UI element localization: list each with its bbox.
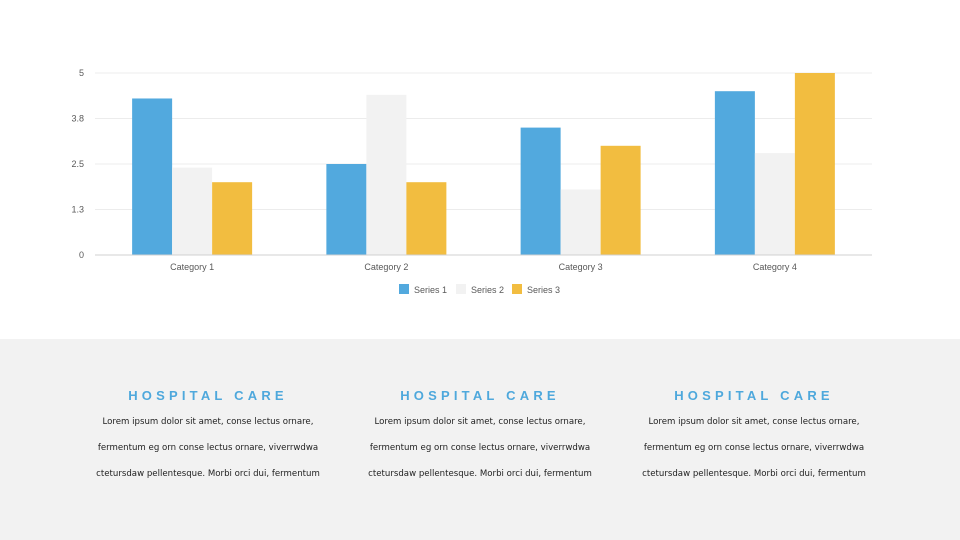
bar-2-1 xyxy=(172,167,213,255)
feature-text: Lorem ipsum dolor sit amet, conse lectus… xyxy=(78,409,338,487)
feature-text: Lorem ipsum dolor sit amet, conse lectus… xyxy=(624,409,884,487)
feature-column-2: HOSPITAL CARE Lorem ipsum dolor sit amet… xyxy=(350,386,610,487)
x-tick-label: Category 2 xyxy=(364,262,408,272)
feature-text-line: Lorem ipsum dolor sit amet, conse lectus… xyxy=(102,417,314,427)
feature-text-line: ctetursdaw pellentesque. Morbi orci dui,… xyxy=(368,469,592,479)
feature-text-line: Lorem ipsum dolor sit amet, conse lectus… xyxy=(374,417,586,427)
bar-2-4 xyxy=(754,153,795,255)
y-axis-ticks: 0 1.3 2.5 3.8 5 xyxy=(71,68,84,260)
feature-text-line: Lorem ipsum dolor sit amet, conse lectus… xyxy=(648,417,860,427)
bar-3-4 xyxy=(794,73,835,255)
feature-title: HOSPITAL CARE xyxy=(128,388,288,403)
x-tick-label: Category 1 xyxy=(170,262,214,272)
legend-swatch xyxy=(456,284,466,294)
bar-2-2 xyxy=(366,94,407,255)
feature-title: HOSPITAL CARE xyxy=(674,388,834,403)
legend-swatch xyxy=(399,284,409,294)
legend-label: Series 1 xyxy=(414,285,447,295)
bar-1-2 xyxy=(326,164,367,255)
bar-1-1 xyxy=(132,98,173,255)
y-tick-label: 1.3 xyxy=(71,205,84,215)
feature-column-3: HOSPITAL CARE Lorem ipsum dolor sit amet… xyxy=(624,386,884,487)
bars xyxy=(132,73,835,255)
y-tick-label: 3.8 xyxy=(71,114,84,124)
features-section xyxy=(0,339,960,540)
feature-column-1: HOSPITAL CARE Lorem ipsum dolor sit amet… xyxy=(78,386,338,487)
legend-swatch xyxy=(512,284,522,294)
bar-chart: 01.32.53.85 Category 1 Category 2 Category… xyxy=(71,68,872,295)
bar-2-3 xyxy=(560,189,601,255)
y-tick-label: 5 xyxy=(79,68,84,78)
feature-text-line: ctetursdaw pellentesque. Morbi orci dui,… xyxy=(96,469,320,479)
feature-text: Lorem ipsum dolor sit amet, conse lectus… xyxy=(350,409,610,487)
bar-1-4 xyxy=(714,91,755,255)
x-tick-label: Category 3 xyxy=(559,262,603,272)
bar-1-3 xyxy=(520,127,561,255)
y-tick-label: 2.5 xyxy=(71,159,84,169)
feature-text-line: fermentum eg orn conse lectus ornare, vi… xyxy=(369,443,591,453)
x-axis-ticks: Category 1 Category 2 Category 3 Category 4 xyxy=(170,262,797,272)
bar-3-2 xyxy=(406,182,447,255)
x-tick-label: Category 4 xyxy=(753,262,797,272)
feature-text-line: fermentum eg orn conse lectus ornare, vi… xyxy=(97,443,319,453)
legend-label: Series 3 xyxy=(527,285,560,295)
feature-text-line: fermentum eg orn conse lectus ornare, vi… xyxy=(643,443,865,453)
feature-title: HOSPITAL CARE xyxy=(400,388,560,403)
legend-label: Series 2 xyxy=(471,285,504,295)
legend: Series 1 Series 2 Series 3 xyxy=(399,284,560,295)
bar-3-1 xyxy=(212,182,253,255)
feature-text-line: ctetursdaw pellentesque. Morbi orci dui,… xyxy=(642,469,866,479)
y-tick-label: 0 xyxy=(79,250,84,260)
bar-3-3 xyxy=(600,145,641,255)
